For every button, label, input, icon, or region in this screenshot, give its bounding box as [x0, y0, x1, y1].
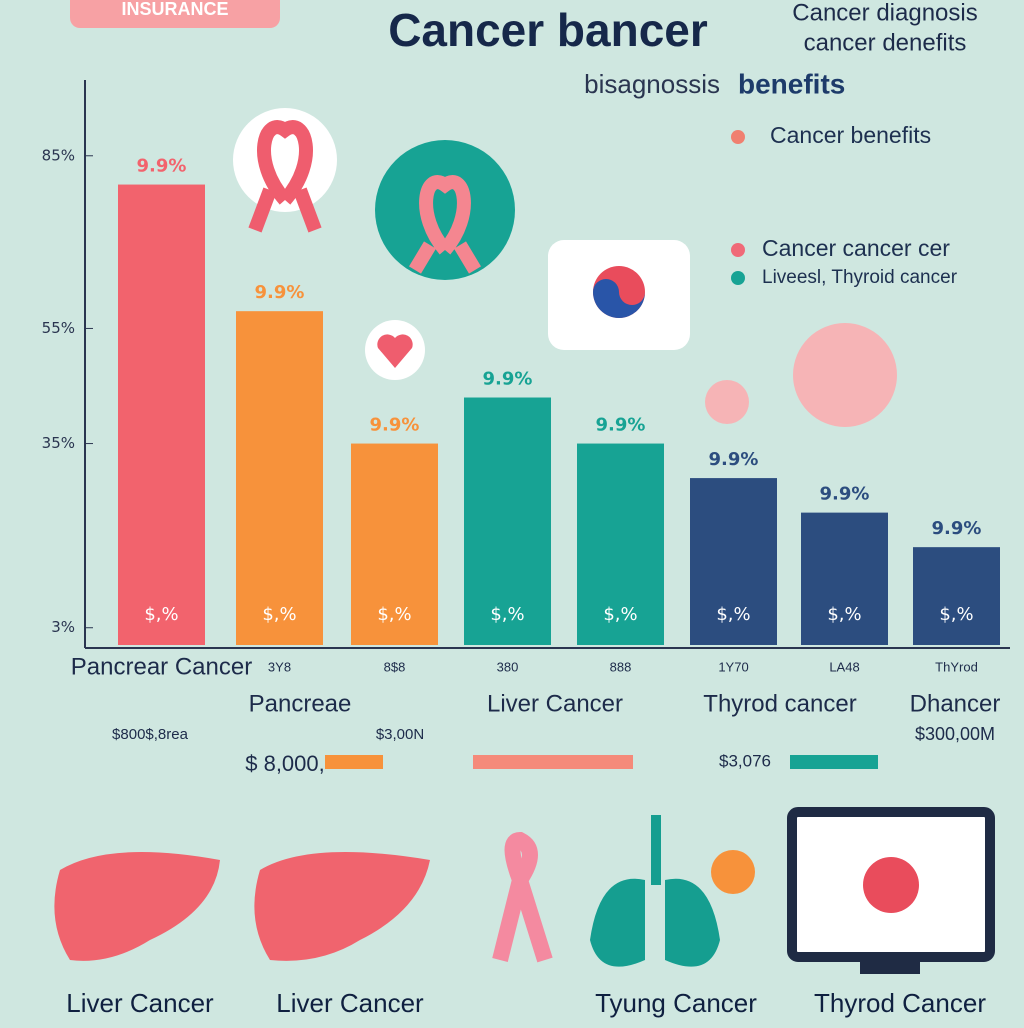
bar — [801, 512, 888, 645]
subtitle: bisagnossis — [584, 69, 720, 99]
icon-label: Thyrod Cancer — [814, 988, 986, 1018]
x-tick-label: 8$8 — [384, 659, 406, 674]
x-tick-label: 888 — [610, 659, 632, 674]
badge: INSURANCE — [121, 0, 228, 19]
deco-bar — [325, 755, 383, 769]
bar-inner-label: $,% — [490, 604, 524, 625]
bar — [913, 547, 1000, 645]
icon-label: Liver Cancer — [66, 988, 214, 1018]
annotation: Liver Cancer — [487, 690, 623, 717]
side-line: cancer denefits — [804, 29, 967, 56]
icon-bg — [233, 108, 337, 212]
y-tick-label: 55% — [42, 319, 75, 337]
bar-inner-label: $,% — [377, 604, 411, 625]
bar — [464, 397, 551, 645]
y-tick-label: 85% — [42, 146, 75, 164]
subtitle: benefits — [738, 68, 845, 99]
side-line: Cancer diagnosis — [792, 0, 977, 26]
annotation: $300,00M — [915, 724, 995, 744]
badge-bg — [70, 0, 280, 28]
annotation: Pancreae — [249, 690, 352, 717]
bar-top-label: 9.9% — [255, 282, 305, 303]
bar-top-label: 9.9% — [709, 449, 759, 470]
bar-top-label: 9.9% — [596, 415, 646, 436]
bar — [577, 443, 664, 645]
annotation: $ 8,000, — [245, 751, 325, 776]
annotation: Thyrod cancer — [703, 690, 856, 717]
x-tick-label: Pancrear Cancer — [71, 653, 252, 680]
bar-top-label: 9.9% — [137, 156, 187, 177]
icon-bg — [375, 140, 515, 280]
bar — [351, 443, 438, 645]
legend-dot — [731, 243, 745, 257]
annotation: $3,076 — [719, 751, 771, 770]
deco-bar — [473, 755, 633, 769]
heart — [377, 334, 413, 368]
title: Cancer bancer — [388, 4, 708, 56]
x-tick-label: 3Y8 — [268, 659, 291, 674]
bar-inner-label: $,% — [603, 604, 637, 625]
x-tick-label: LA48 — [829, 659, 859, 674]
x-tick-label: ThYrod — [935, 659, 978, 674]
icon-bg — [705, 380, 749, 424]
x-tick-label: 1Y70 — [718, 659, 748, 674]
legend-label: Liveesl, Thyroid cancer — [762, 267, 958, 288]
bar — [690, 478, 777, 645]
annotation: $800$,8rea — [112, 726, 189, 743]
legend-dot — [731, 130, 745, 144]
annotation: Dhancer — [910, 690, 1001, 717]
bar-inner-label: $,% — [827, 604, 861, 625]
legend-label: Cancer benefits — [770, 122, 931, 148]
bar — [236, 311, 323, 645]
bar-top-label: 9.9% — [820, 484, 870, 505]
ribbon — [248, 120, 322, 233]
bar-top-label: 9.9% — [370, 415, 420, 436]
y-tick-label: 35% — [42, 434, 75, 452]
bar-inner-label: $,% — [262, 604, 296, 625]
y-tick-label: 3% — [51, 618, 75, 636]
icon-bg — [793, 323, 897, 427]
icon-label: Liver Cancer — [276, 988, 424, 1018]
x-tick-label: 380 — [497, 659, 519, 674]
bar-inner-label: $,% — [716, 604, 750, 625]
bar-top-label: 9.9% — [932, 518, 982, 539]
flag-circle — [593, 279, 645, 318]
legend-label: Cancer cancer cer — [762, 235, 950, 261]
bar — [118, 184, 205, 646]
bar-top-label: 9.9% — [483, 369, 533, 390]
icon-label: Tyung Cancer — [595, 988, 757, 1018]
legend-dot — [731, 271, 745, 285]
bottom-icons — [54, 807, 995, 974]
bar-inner-label: $,% — [144, 604, 178, 625]
ribbon — [408, 175, 482, 274]
deco-bar — [790, 755, 878, 769]
annotation: $3,00N — [376, 726, 424, 743]
bar-inner-label: $,% — [939, 604, 973, 625]
